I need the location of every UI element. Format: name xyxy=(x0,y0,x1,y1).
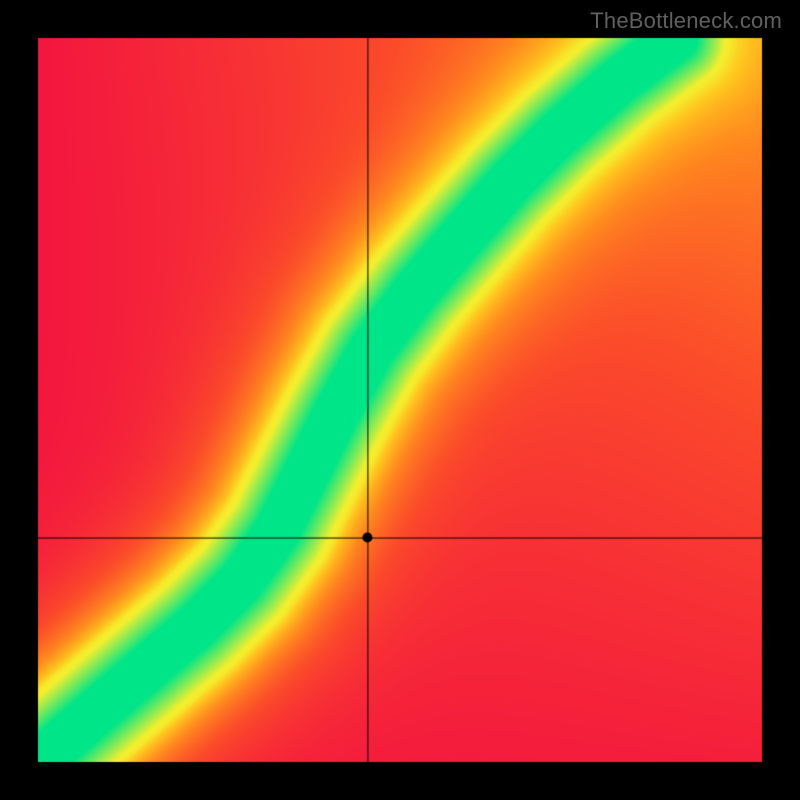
chart-container: TheBottleneck.com xyxy=(0,0,800,800)
heatmap-canvas xyxy=(0,0,800,800)
watermark-text: TheBottleneck.com xyxy=(590,8,782,34)
